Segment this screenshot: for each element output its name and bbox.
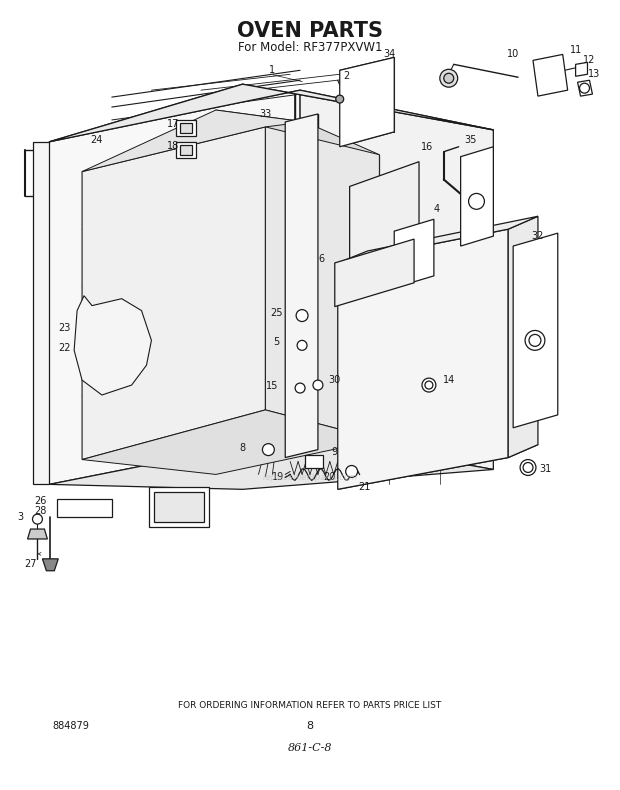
Polygon shape — [82, 110, 305, 171]
Text: 10: 10 — [507, 50, 520, 59]
Text: 20: 20 — [324, 472, 336, 483]
Polygon shape — [300, 90, 494, 469]
Polygon shape — [74, 295, 151, 395]
Bar — [149, 487, 209, 527]
Text: 34: 34 — [383, 50, 396, 59]
Text: 1: 1 — [269, 66, 275, 75]
Circle shape — [297, 340, 307, 350]
Text: 884879: 884879 — [52, 720, 89, 731]
Circle shape — [296, 310, 308, 322]
Polygon shape — [340, 58, 394, 147]
Text: For Model: RF377PXVW1: For Model: RF377PXVW1 — [237, 41, 383, 54]
Text: 23: 23 — [58, 323, 71, 333]
Bar — [154, 492, 204, 522]
Text: 27: 27 — [24, 559, 37, 569]
Text: 8: 8 — [306, 720, 314, 731]
Text: 13: 13 — [588, 70, 601, 79]
Polygon shape — [533, 55, 568, 96]
Text: 9: 9 — [332, 446, 338, 457]
Text: 16: 16 — [421, 141, 433, 152]
Text: replacementparts.com: replacementparts.com — [262, 473, 358, 482]
Text: FOR ORDERING INFORMATION REFER TO PARTS PRICE LIST: FOR ORDERING INFORMATION REFER TO PARTS … — [179, 702, 441, 710]
Text: 8: 8 — [239, 442, 246, 453]
Polygon shape — [50, 435, 494, 489]
Circle shape — [523, 462, 533, 472]
Polygon shape — [350, 162, 419, 356]
Text: OVEN PARTS: OVEN PARTS — [237, 21, 383, 40]
Bar — [176, 120, 196, 136]
Text: 25: 25 — [270, 307, 283, 318]
Polygon shape — [461, 147, 494, 246]
Text: 6: 6 — [319, 254, 325, 264]
Polygon shape — [27, 529, 47, 539]
Circle shape — [346, 465, 358, 477]
Circle shape — [262, 444, 274, 456]
Polygon shape — [82, 410, 379, 475]
Circle shape — [422, 378, 436, 392]
Polygon shape — [216, 110, 379, 167]
Text: 21: 21 — [358, 483, 371, 492]
Text: 5: 5 — [273, 337, 280, 348]
Text: 11: 11 — [570, 46, 582, 55]
Text: 2: 2 — [343, 71, 350, 81]
Text: 28: 28 — [34, 506, 46, 516]
Text: 3: 3 — [17, 512, 24, 522]
Bar — [180, 145, 192, 155]
Circle shape — [444, 73, 454, 83]
Text: 24: 24 — [91, 135, 103, 145]
Polygon shape — [578, 81, 593, 96]
Polygon shape — [265, 127, 379, 440]
Text: 31: 31 — [540, 465, 552, 475]
Text: 17: 17 — [167, 119, 179, 129]
Polygon shape — [575, 62, 588, 77]
Text: 861-C-8: 861-C-8 — [288, 743, 332, 753]
Polygon shape — [394, 220, 434, 288]
Polygon shape — [508, 216, 538, 457]
Text: 22: 22 — [58, 344, 71, 353]
Polygon shape — [42, 559, 58, 570]
Polygon shape — [82, 127, 265, 460]
Circle shape — [295, 383, 305, 393]
Bar — [305, 454, 323, 468]
Bar — [57, 499, 112, 517]
Circle shape — [525, 330, 545, 350]
Polygon shape — [50, 85, 494, 141]
Polygon shape — [338, 229, 508, 489]
Text: 30: 30 — [329, 375, 341, 385]
Text: 14: 14 — [443, 375, 455, 385]
Circle shape — [520, 460, 536, 476]
Circle shape — [469, 194, 484, 209]
Circle shape — [425, 381, 433, 389]
Polygon shape — [513, 233, 558, 427]
Polygon shape — [285, 114, 318, 457]
Text: 19: 19 — [272, 472, 285, 483]
Circle shape — [336, 95, 343, 103]
Text: 4: 4 — [434, 205, 440, 214]
Polygon shape — [335, 239, 414, 307]
Circle shape — [313, 380, 323, 390]
Polygon shape — [50, 90, 300, 484]
Polygon shape — [338, 445, 538, 489]
Circle shape — [440, 70, 458, 87]
Text: 32: 32 — [532, 231, 544, 241]
Text: 12: 12 — [583, 55, 596, 66]
Bar — [180, 123, 192, 133]
Text: 18: 18 — [167, 141, 179, 151]
Polygon shape — [338, 216, 538, 263]
Circle shape — [32, 514, 42, 524]
Bar — [176, 141, 196, 158]
Text: 26: 26 — [34, 496, 46, 506]
Text: 35: 35 — [464, 135, 477, 145]
Text: 33: 33 — [259, 109, 272, 119]
Circle shape — [529, 334, 541, 346]
Text: 15: 15 — [266, 381, 278, 391]
Circle shape — [580, 83, 590, 93]
Polygon shape — [32, 141, 50, 484]
